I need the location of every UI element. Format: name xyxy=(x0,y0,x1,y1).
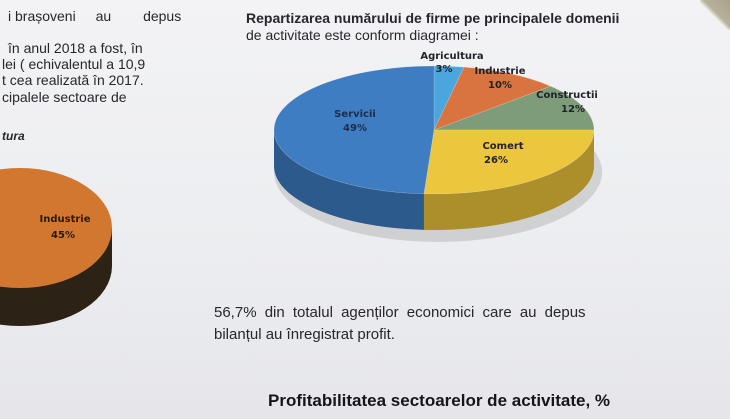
pie-slice-agricultura xyxy=(433,65,465,131)
left-text-line-1: i brașoveni au depus xyxy=(8,8,181,24)
pie-label-industrie: Industrie xyxy=(475,66,526,77)
left-text-line-4: t cea realizată în 2017. xyxy=(2,72,144,88)
pie-value-agricultura: 3% xyxy=(436,64,453,75)
pie-slice-industrie xyxy=(433,66,552,131)
pie-value-industrie: 10% xyxy=(488,80,512,91)
pie-slice-servicii xyxy=(273,65,435,195)
left-text-line-3: lei ( echivalentul a 10,9 xyxy=(2,56,146,72)
pie-side-servicii xyxy=(274,130,424,230)
chart-title-line-1: Repartizarea numărului de firme pe princ… xyxy=(246,10,620,26)
profit-text-line-2: bilanțul au înregistrat profit. xyxy=(214,326,395,343)
pie-label-comert: Comert xyxy=(482,141,523,152)
pie-slice-constructii xyxy=(433,85,595,131)
pie-label-constructii: Constructii xyxy=(536,90,598,101)
left-text-line-6: tura xyxy=(2,129,25,143)
left-word-au: au xyxy=(95,8,112,24)
left-pie-label-industrie: Industrie xyxy=(40,214,91,225)
left-text-line-5: cipalele sectoare de xyxy=(2,89,127,105)
pie-slice-comert xyxy=(423,129,595,195)
pie-label-agricultura: Agricultura xyxy=(420,51,483,62)
pie-side-comert xyxy=(423,130,594,231)
pie-label-servicii: Servicii xyxy=(334,109,376,120)
left-pie-value-industrie: 45% xyxy=(51,230,75,241)
left-text-line-2: în anul 2018 a fost, în xyxy=(8,40,143,56)
profitability-heading: Profitabilitatea sectoarelor de activita… xyxy=(268,391,611,410)
pie-slice-industrie-left xyxy=(0,168,112,288)
left-word-depus: depus xyxy=(143,8,182,24)
background-corner xyxy=(700,0,730,30)
profit-text-line-1: 56,7% din totalul agenților economici ca… xyxy=(214,304,586,321)
left-word-brasoveni: i brașoveni xyxy=(8,8,76,24)
pie-value-constructii: 12% xyxy=(561,104,585,115)
chart-title-line-2: de activitate este conform diagramei : xyxy=(246,27,479,43)
pie-value-comert: 26% xyxy=(484,155,508,166)
pie-value-servicii: 49% xyxy=(343,123,367,134)
